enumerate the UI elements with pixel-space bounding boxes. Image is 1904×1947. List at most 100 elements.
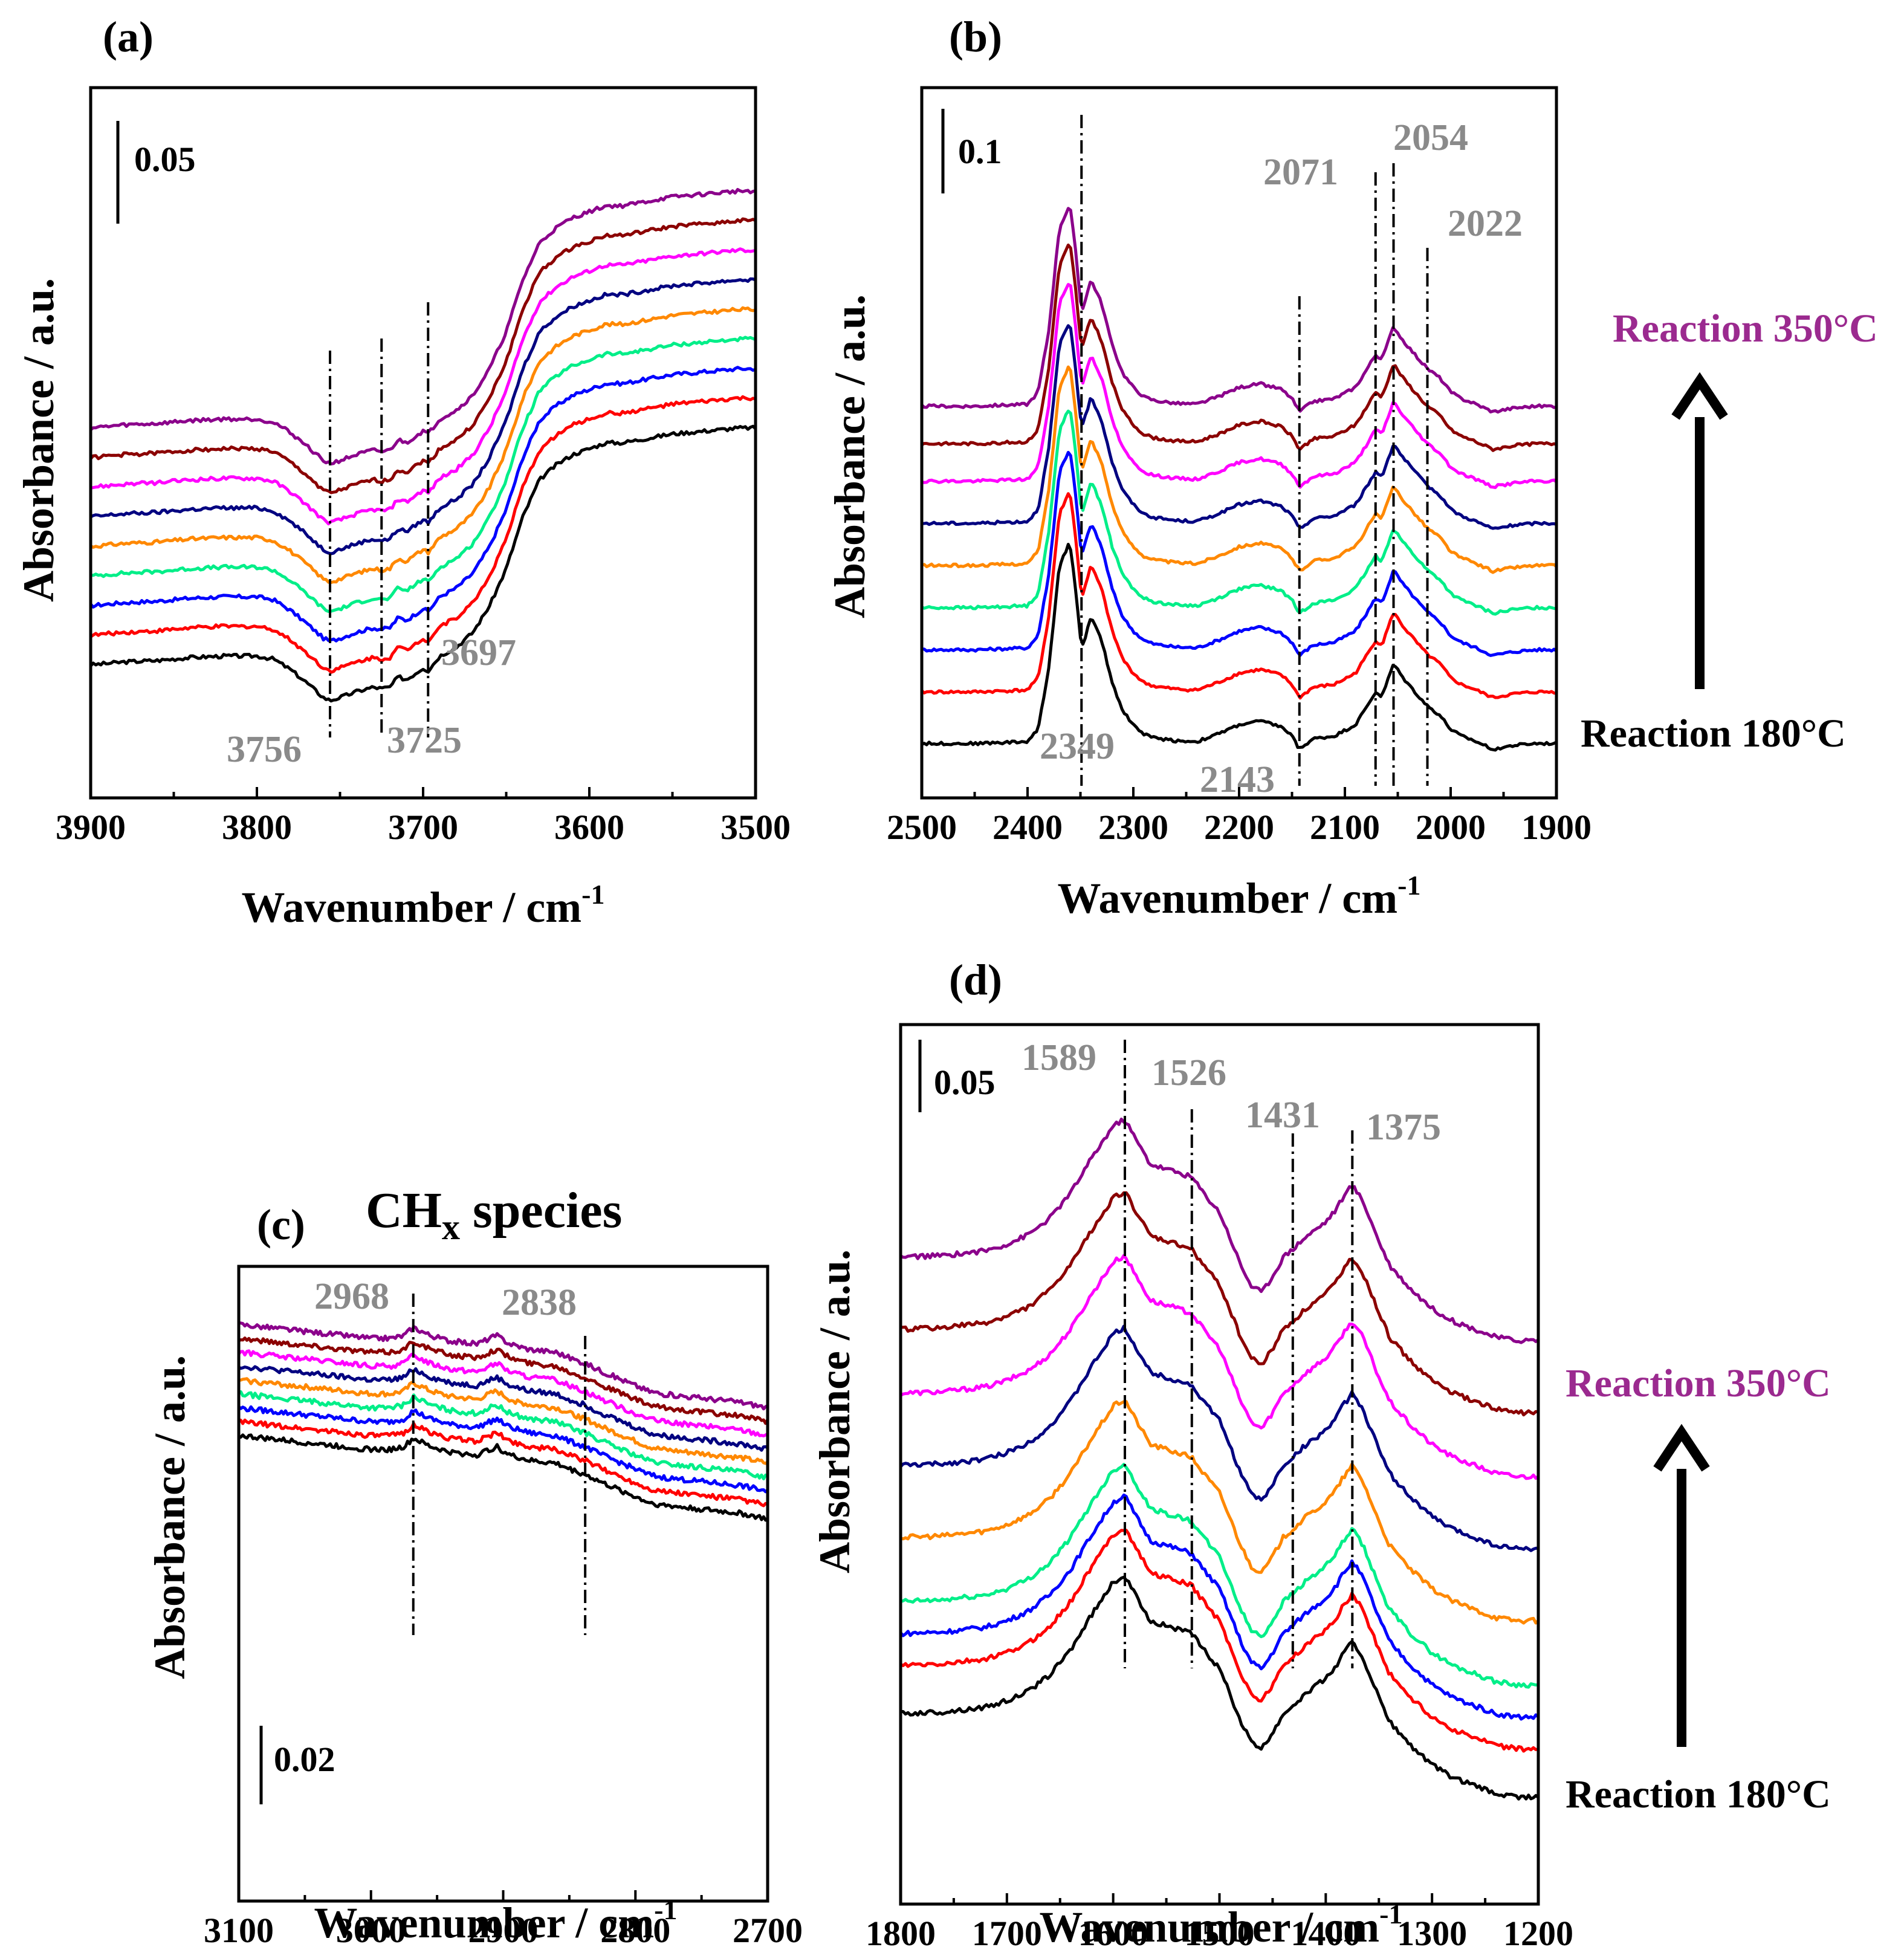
panel-a-series-1 <box>89 424 757 703</box>
panel-a: (a) 3900 3800 3700 3600 3500 0.05 3756 3725 … <box>15 13 791 931</box>
panel-c-series-5 <box>238 1377 769 1465</box>
panel-b-ticks: 2500 2400 2300 2200 2100 2000 1900 <box>887 787 1592 847</box>
panel-a-x-tick-label-3900: 3900 <box>56 808 126 847</box>
panel-a-series-7 <box>90 247 756 526</box>
panel-a-series-2 <box>89 395 756 674</box>
panel-c-x-axis-title: Wavenumber / cm-1 <box>314 1894 678 1947</box>
panel-c-series-1 <box>238 1433 769 1522</box>
panel-d-series-6 <box>899 1324 1539 1552</box>
panel-c-scale-label: 0.02 <box>274 1740 335 1779</box>
panel-a-series <box>89 188 757 703</box>
panel-d-peak-label-1431: 1431 <box>1245 1095 1320 1136</box>
panel-c-series <box>238 1321 769 1522</box>
panel-a-peak-label-3697: 3697 <box>441 632 516 673</box>
panel-b-x-axis-title: Wavenumber / cm-1 <box>1058 870 1421 922</box>
panel-c-peak-label-2838: 2838 <box>502 1282 577 1323</box>
panel-b-temp-high-label: Reaction 350°C <box>1613 306 1878 351</box>
panel-d-label: (d) <box>949 956 1002 1004</box>
panel-c-peak-lines <box>412 1294 587 1635</box>
panel-c-peak-label-2968: 2968 <box>314 1276 389 1317</box>
panel-b-series-4 <box>921 409 1557 616</box>
panel-d-temp-high-label: Reaction 350°C <box>1566 1361 1831 1405</box>
panel-b-x-tick-label-2200: 2200 <box>1204 808 1274 847</box>
panel-a-series-5 <box>89 306 756 585</box>
panel-c-x-tick-label-2700: 2700 <box>733 1911 803 1947</box>
panel-b-label: (b) <box>949 13 1002 61</box>
panel-a-x-tick-label-3500: 3500 <box>720 808 791 847</box>
panel-d-x-tick-label-1400: 1400 <box>1290 1914 1361 1947</box>
panel-a-peak-label-3725: 3725 <box>387 720 462 761</box>
panel-c-ticks: 3100 3000 2900 2800 2700 <box>204 1890 803 1947</box>
panel-c-title: CHx species <box>366 1182 622 1247</box>
panel-c-series-9 <box>238 1321 769 1411</box>
panel-a-series-8 <box>89 217 757 494</box>
panel-c-label: (c) <box>257 1200 305 1249</box>
panel-b-up-arrow <box>1671 372 1728 689</box>
panel-a-plot-frame <box>89 86 757 800</box>
panel-b-series <box>921 207 1558 752</box>
panel-d-x-tick-label-1700: 1700 <box>972 1914 1042 1947</box>
panel-b-series-2 <box>921 492 1557 700</box>
panel-b-peak-label-2349: 2349 <box>1040 726 1115 767</box>
panel-b-series-7 <box>921 283 1558 490</box>
panel-b-peak-label-2022: 2022 <box>1448 203 1523 244</box>
panel-a-series-9 <box>89 188 756 465</box>
panel-a-x-axis-title: Wavenumber / cm-1 <box>242 879 605 931</box>
panel-d-series-3 <box>899 1493 1540 1721</box>
panel-c: (c) CHx species 3100 3000 2900 2800 2700 0.0… <box>146 1182 803 1947</box>
panel-b-peak-label-2054: 2054 <box>1393 117 1468 158</box>
panel-b-x-tick-label-2300: 2300 <box>1098 808 1168 847</box>
panel-d: (d) 1800 1700 1600 1500 1400 1300 1200 0.05 15… <box>811 956 1831 1947</box>
panel-b-peak-label-2071: 2071 <box>1263 152 1338 193</box>
panel-d-x-tick-label-1200: 1200 <box>1503 1914 1573 1947</box>
panel-d-temp-low-label: Reaction 180°C <box>1566 1772 1831 1816</box>
panel-a-series-6 <box>89 277 757 556</box>
panel-b: (b) 2500 2400 2300 2200 2100 2000 1900 0.1 234… <box>826 13 1878 922</box>
panel-b-x-tick-label-2400: 2400 <box>992 808 1063 847</box>
panel-a-x-tick-label-3600: 3600 <box>554 808 624 847</box>
panel-d-series-1 <box>900 1575 1540 1801</box>
panel-d-series-7 <box>899 1254 1540 1480</box>
panel-b-series-6 <box>921 324 1557 530</box>
panel-a-x-tick-label-3700: 3700 <box>388 808 458 847</box>
panel-b-series-8 <box>921 243 1557 452</box>
panel-d-x-axis-title: Wavenumber / cm-1 <box>1040 1899 1403 1947</box>
panel-c-series-2 <box>238 1418 768 1508</box>
panel-d-x-tick-label-1800: 1800 <box>866 1914 936 1947</box>
panel-d-peak-label-1526: 1526 <box>1151 1052 1226 1093</box>
panel-d-up-arrow <box>1653 1424 1710 1747</box>
panel-d-series-5 <box>900 1400 1540 1625</box>
panel-b-x-tick-label-2000: 2000 <box>1416 808 1486 847</box>
panel-d-ticks: 1800 1700 1600 1500 1400 1300 1200 <box>866 1893 1573 1947</box>
panel-a-ticks: 3900 3800 3700 3600 3500 <box>56 787 791 847</box>
panel-b-x-tick-label-2100: 2100 <box>1310 808 1380 847</box>
panel-b-series-1 <box>921 543 1558 752</box>
panel-d-series-4 <box>900 1463 1539 1689</box>
panel-a-peak-lines <box>329 302 430 737</box>
panel-b-scale-label: 0.1 <box>958 132 1002 171</box>
panel-d-scale-label: 0.05 <box>934 1063 996 1102</box>
panel-d-x-tick-label-1500: 1500 <box>1185 1914 1255 1947</box>
panel-a-series-3 <box>89 366 756 643</box>
panel-c-x-tick-label-3000: 3000 <box>336 1911 406 1947</box>
panel-b-series-5 <box>921 365 1558 574</box>
panel-d-series-9 <box>899 1117 1540 1344</box>
panel-a-label: (a) <box>103 13 154 61</box>
panel-a-series-4 <box>90 335 756 613</box>
panel-b-x-tick-label-1900: 1900 <box>1521 808 1592 847</box>
panel-b-series-3 <box>921 450 1558 657</box>
panel-c-x-tick-label-3100: 3100 <box>204 1911 274 1947</box>
panel-c-x-tick-label-2900: 2900 <box>468 1911 539 1947</box>
panel-c-x-tick-label-2800: 2800 <box>600 1911 670 1947</box>
panel-b-peak-lines <box>1080 115 1429 786</box>
panel-c-series-4 <box>238 1390 768 1480</box>
panel-d-peak-lines <box>1124 1040 1354 1668</box>
panel-c-series-6 <box>238 1365 769 1452</box>
panel-d-peak-label-1589: 1589 <box>1022 1037 1096 1078</box>
panel-d-peak-label-1375: 1375 <box>1366 1107 1441 1148</box>
panel-d-series-8 <box>901 1191 1539 1417</box>
panel-a-y-axis-title: Absorbance / a.u. <box>15 278 63 602</box>
panel-b-peak-label-2143: 2143 <box>1200 759 1275 800</box>
panel-c-series-3 <box>238 1405 769 1494</box>
panel-b-series-9 <box>921 207 1557 414</box>
